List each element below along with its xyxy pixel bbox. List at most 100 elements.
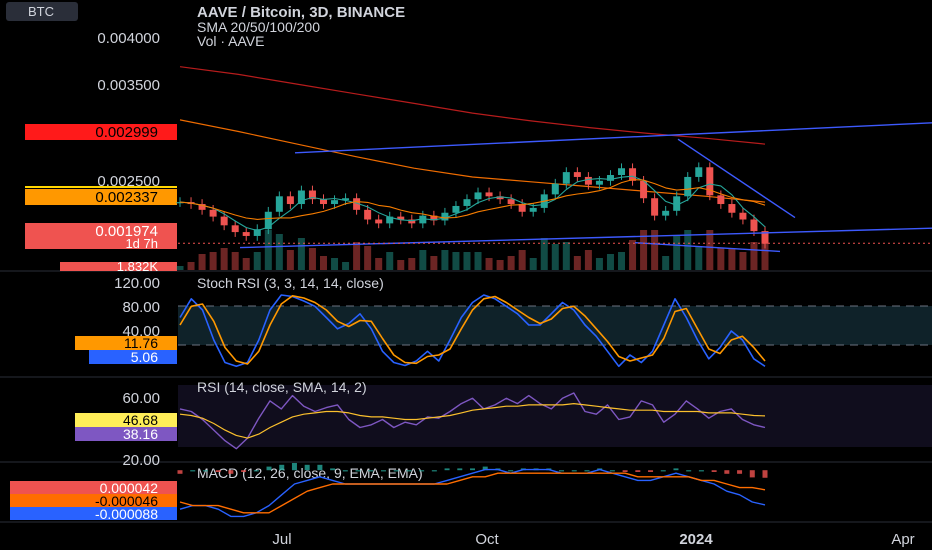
- chart-title: AAVE / Bitcoin, 3D, BINANCE: [197, 4, 405, 21]
- stoch-d-badge: [75, 336, 177, 350]
- price-tick: 0.002500: [97, 173, 160, 190]
- volume-bar: [209, 252, 217, 270]
- candle: [584, 176, 592, 185]
- macd-histogram-bar: [228, 470, 234, 474]
- macd-histogram-bar: [190, 470, 196, 472]
- candle: [198, 204, 206, 210]
- candle: [728, 204, 736, 213]
- macd-histogram-bar: [317, 464, 323, 471]
- candle: [419, 215, 427, 224]
- candle: [750, 219, 758, 232]
- macd-histogram-bar: [571, 470, 577, 472]
- volume-bar: [264, 230, 272, 270]
- candle: [264, 211, 272, 230]
- macd-histogram-bar: [342, 470, 348, 472]
- volume-bar: [275, 234, 283, 270]
- volume-bar: [496, 260, 504, 270]
- macd-histogram-bar: [355, 470, 361, 472]
- macd-histogram-bar: [698, 470, 704, 472]
- symbol-badge[interactable]: [6, 2, 78, 21]
- macd-title[interactable]: MACD (12, 26, close, 9, EMA, EMA): [197, 465, 423, 481]
- volume-bar: [308, 248, 316, 270]
- price-plot[interactable]: [176, 66, 932, 270]
- candle: [606, 175, 614, 181]
- macd-histogram-bar: [304, 464, 310, 471]
- rsi-plot[interactable]: [179, 392, 766, 450]
- candle: [717, 195, 725, 205]
- candle: [595, 180, 603, 185]
- candle: [695, 167, 703, 177]
- macd-plot[interactable]: [177, 463, 768, 518]
- macd-histogram-bar: [724, 470, 730, 474]
- volume-legend[interactable]: Vol · AAVE: [197, 33, 264, 49]
- candle: [253, 229, 261, 236]
- rsi-ma-label: 46.68: [123, 412, 158, 428]
- volume-bar: [397, 260, 405, 270]
- macd-histogram-bar: [431, 470, 437, 472]
- volume-bar: [463, 252, 471, 270]
- macd-histogram-bar: [406, 470, 412, 472]
- candle: [662, 210, 670, 216]
- price-badge-yellow: [25, 186, 177, 188]
- sma-legend[interactable]: SMA 20/50/100/200: [197, 19, 320, 35]
- volume-bar: [253, 252, 261, 270]
- volume-bar: [485, 258, 493, 270]
- candle: [507, 199, 515, 205]
- volume-bar: [717, 248, 725, 270]
- symbol-badge-label: BTC: [28, 4, 54, 19]
- volume-bar: [562, 242, 570, 270]
- macd-signal-label: -0.000046: [95, 493, 158, 509]
- volume-bar: [297, 238, 305, 270]
- macd-hist-label: 0.000042: [100, 480, 159, 496]
- wedge-lower-line: [634, 242, 781, 253]
- volume-bar: [419, 250, 427, 270]
- volume-bar: [364, 246, 372, 270]
- macd-histogram-bar: [291, 463, 297, 471]
- candle: [518, 204, 526, 212]
- volume-bar: [231, 252, 239, 270]
- volume-bar: [408, 258, 416, 270]
- price-badge-orange: [25, 189, 177, 205]
- macd-histogram-bar: [393, 470, 399, 472]
- candle: [308, 190, 316, 200]
- macd-histogram-bar: [622, 470, 628, 472]
- volume-bar: [441, 250, 449, 270]
- stoch-k-label: 5.06: [131, 349, 158, 365]
- macd-histogram-bar: [660, 470, 666, 472]
- macd-histogram-bar: [686, 470, 692, 472]
- candle: [573, 172, 581, 177]
- rsi-ma-badge: [75, 413, 177, 427]
- candle: [452, 205, 460, 213]
- candle: [275, 196, 283, 212]
- stoch-rsi-plot[interactable]: [179, 294, 766, 368]
- candle: [618, 168, 626, 176]
- candle: [319, 199, 327, 205]
- volume-bar: [662, 256, 670, 270]
- macd-histogram-bar: [253, 470, 259, 472]
- macd-histogram-bar: [584, 470, 590, 472]
- stoch-title[interactable]: Stoch RSI (3, 3, 14, 14, close): [197, 275, 384, 291]
- volume-bar: [761, 240, 769, 270]
- volume-bar: [618, 252, 626, 270]
- candle: [286, 196, 294, 205]
- volume-bar: [187, 262, 195, 270]
- volume-bar: [540, 238, 548, 270]
- candle: [375, 219, 383, 224]
- volume-bar: [331, 258, 339, 270]
- macd-histogram-bar: [330, 468, 336, 471]
- volume-bar: [640, 230, 648, 270]
- rsi-title[interactable]: RSI (14, close, SMA, 14, 2): [197, 379, 367, 395]
- candle: [331, 200, 339, 205]
- macd-histogram-bar: [762, 470, 768, 478]
- time-tick: Apr: [891, 531, 914, 548]
- volume-bar: [595, 258, 603, 270]
- macd-histogram-bar: [749, 470, 755, 478]
- candle: [297, 190, 305, 205]
- macd-histogram-bar: [241, 470, 247, 472]
- volume-bar: [386, 252, 394, 270]
- candle: [231, 225, 239, 233]
- candle: [673, 196, 681, 211]
- macd-histogram-bar: [635, 470, 641, 472]
- macd-histogram-bar: [470, 468, 475, 471]
